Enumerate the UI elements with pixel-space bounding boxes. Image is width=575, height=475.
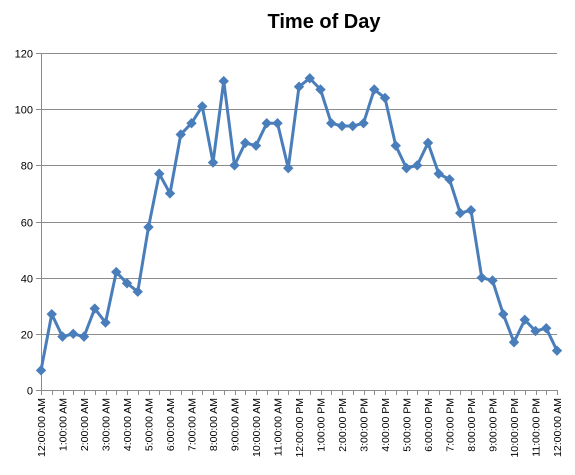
data-point-marker: [379, 92, 391, 104]
data-point-marker: [347, 120, 358, 132]
data-point-marker: [143, 221, 154, 233]
data-point-marker: [530, 325, 541, 337]
data-point-marker: [476, 272, 487, 283]
x-tick-label: 3:00:00 PM: [359, 398, 371, 452]
x-axis-tick-labels: 12:00:00 AM 1:00:00 AM 2:00:00 AM 3:00:00 A…: [36, 398, 564, 458]
x-tick-label: 10:00:00 PM: [509, 398, 521, 458]
data-point-marker: [132, 286, 143, 297]
axes: [41, 53, 558, 395]
data-point-marker: [175, 129, 186, 140]
data-point-marker: [261, 118, 272, 129]
data-point-marker: [197, 101, 208, 112]
x-tick-label: 12:00:00 AM: [36, 398, 48, 457]
y-tick-label: 80: [21, 161, 33, 173]
data-point-marker: [336, 120, 348, 132]
data-point-marker: [304, 73, 315, 84]
chart-title: Time of Day: [268, 11, 382, 33]
data-point-marker: [541, 323, 552, 334]
y-tick-label: 100: [15, 105, 33, 117]
x-tick-label: 7:00:00 PM: [445, 398, 457, 452]
data-point-marker: [519, 314, 530, 325]
x-tick-label: 8:00:00 AM: [208, 398, 220, 451]
x-tick-label: 5:00:00 AM: [144, 398, 156, 451]
data-point-marker: [358, 118, 369, 129]
data-point-marker: [207, 157, 219, 168]
data-point-marker: [272, 118, 283, 129]
y-tick-label: 20: [21, 330, 33, 342]
x-tick-label: 12:00:00 AM: [552, 398, 564, 457]
data-point-marker: [487, 275, 498, 286]
data-point-marker: [164, 188, 176, 199]
data-point-marker: [240, 137, 251, 149]
data-point-marker: [229, 160, 240, 171]
data-point-marker: [315, 84, 326, 95]
data-point-marker: [465, 205, 477, 216]
data-point-marker: [35, 365, 47, 376]
x-tick-label: 9:00:00 PM: [488, 398, 500, 452]
x-tick-label: 8:00:00 PM: [466, 398, 478, 452]
data-point-marker: [293, 81, 305, 92]
y-tick-label: 0: [27, 386, 33, 398]
y-tick-label: 60: [21, 218, 33, 230]
data-point-marker: [218, 75, 229, 87]
y-tick-label: 120: [15, 49, 33, 61]
data-point-marker: [412, 160, 423, 171]
data-point-marker: [250, 140, 262, 151]
data-point-marker: [186, 118, 197, 129]
data-point-marker: [57, 331, 68, 342]
x-tick-label: 6:00:00 AM: [165, 398, 177, 451]
x-tick-label: 4:00:00 PM: [380, 398, 392, 452]
data-point-marker: [89, 303, 100, 314]
data-point-marker: [369, 84, 380, 95]
data-point-marker: [390, 140, 401, 151]
data-point-marker: [111, 266, 122, 278]
data-point-marker: [433, 168, 444, 179]
x-tick-label: 5:00:00 PM: [402, 398, 414, 452]
data-point-marker: [508, 337, 520, 348]
data-point-marker: [283, 162, 294, 174]
y-tick-label: 40: [21, 274, 33, 286]
data-point-marker: [68, 328, 79, 340]
data-point-marker: [121, 278, 133, 289]
x-tick-label: 2:00:00 AM: [79, 398, 91, 451]
data-point-marker: [455, 207, 466, 219]
x-tick-label: 4:00:00 AM: [122, 398, 134, 451]
data-point-marker: [326, 118, 337, 129]
x-tick-label: 9:00:00 AM: [230, 398, 242, 451]
x-tick-label: 11:00:00 AM: [273, 398, 285, 456]
x-tick-label: 12:00:00 PM: [294, 398, 306, 458]
data-point-marker: [422, 137, 434, 149]
y-axis-tick-labels: 0 20 40 60 80 100 120: [15, 49, 33, 398]
x-tick-label: 11:00:00 PM: [531, 398, 543, 457]
data-point-marker: [46, 308, 57, 320]
x-tick-label: 7:00:00 AM: [187, 398, 199, 451]
data-series: [35, 73, 563, 376]
data-point-marker: [401, 162, 412, 174]
x-tick-label: 1:00:00 AM: [58, 398, 70, 451]
x-tick-label: 1:00:00 PM: [316, 398, 328, 452]
x-tick-label: 2:00:00 PM: [337, 398, 349, 452]
x-tick-label: 6:00:00 PM: [423, 398, 435, 452]
data-point-marker: [154, 168, 165, 179]
data-point-marker: [551, 345, 563, 356]
data-point-marker: [498, 308, 509, 320]
data-point-marker: [100, 317, 111, 328]
data-point-marker: [78, 331, 90, 342]
x-tick-label: 10:00:00 AM: [251, 398, 263, 457]
x-tick-label: 3:00:00 AM: [101, 398, 113, 451]
data-point-marker: [444, 174, 455, 185]
